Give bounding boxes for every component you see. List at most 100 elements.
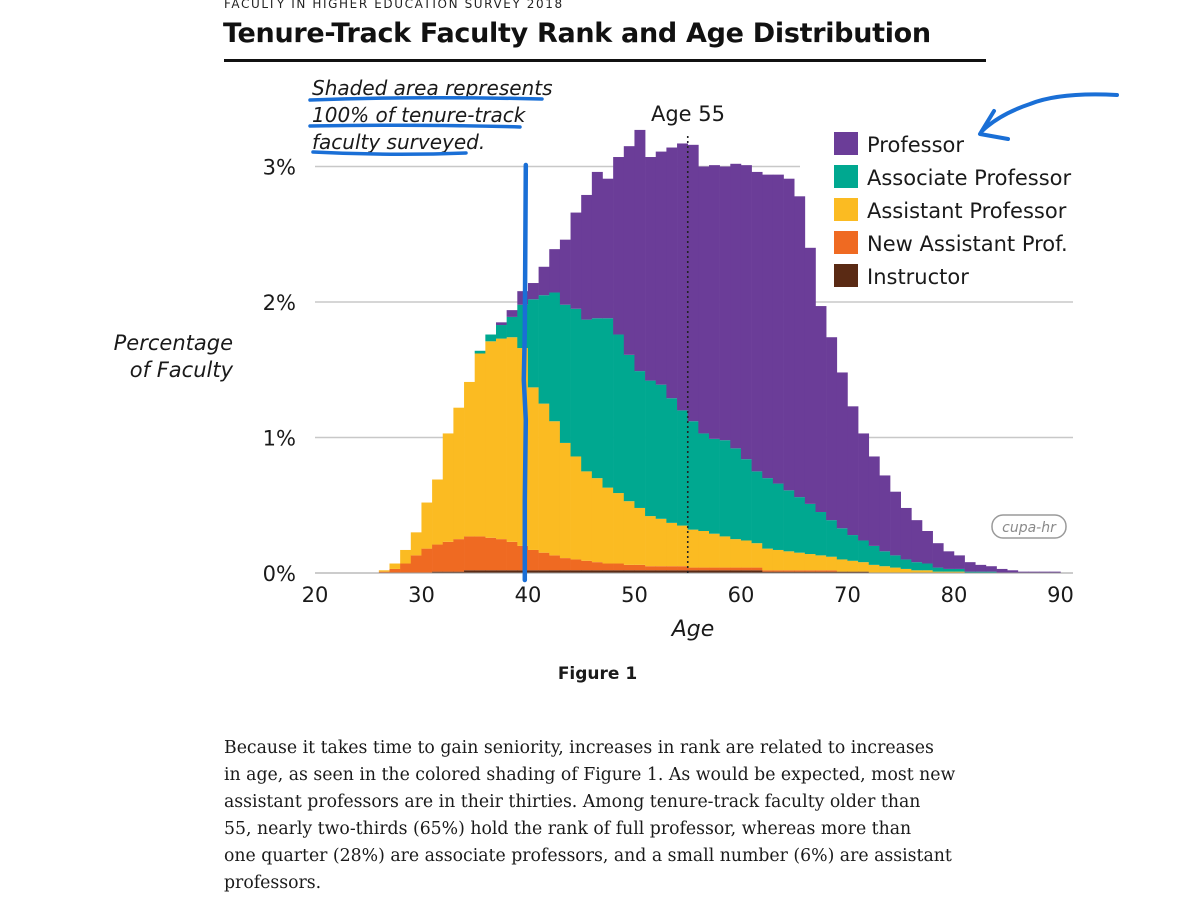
bar-segment: [506, 310, 518, 317]
bar-segment: [858, 562, 870, 572]
bar-segment: [559, 239, 571, 305]
bar-segment: [698, 433, 710, 531]
stacked-area-bars: [378, 129, 1061, 573]
legend-label: Professor: [867, 133, 964, 157]
y-axis-title: Percentage: [114, 331, 233, 355]
bar-segment: [847, 535, 859, 561]
bar-segment: [826, 520, 838, 557]
bar-segment: [485, 341, 497, 538]
bar-segment: [559, 442, 571, 559]
bar-segment: [762, 548, 774, 571]
bar-segment: [485, 334, 497, 342]
bar-segment: [389, 563, 401, 569]
bar-segment: [740, 165, 752, 460]
x-tick-label: 60: [728, 583, 755, 607]
bar-segment: [496, 322, 507, 326]
bar-segment: [623, 146, 635, 355]
bar-segment: [772, 549, 784, 571]
bar-segment: [591, 562, 603, 571]
bar-segment: [879, 551, 891, 567]
bar-segment: [730, 539, 742, 568]
bar-segment: [549, 421, 561, 556]
figure-caption: Figure 1: [557, 664, 638, 684]
bar-segment: [719, 166, 731, 441]
bar-segment: [453, 539, 465, 572]
paragraph-line: assistant professors are in their thirti…: [224, 792, 921, 812]
bar-segment: [985, 571, 997, 573]
bar-segment: [581, 319, 593, 472]
bar-segment: [655, 384, 667, 519]
bar-segment: [847, 406, 859, 536]
bar-segment: [538, 403, 550, 553]
bar-segment: [815, 555, 827, 571]
bar-segment: [666, 522, 678, 567]
bar-segment: [453, 571, 465, 573]
bar-segment: [378, 571, 390, 573]
paragraph-line: Because it takes time to gain seniority,…: [224, 738, 934, 758]
handwritten-note-line: faculty surveyed.: [312, 130, 485, 154]
bar-segment: [527, 387, 539, 550]
bar-segment: [655, 151, 667, 385]
bar-segment: [677, 143, 688, 411]
bar-segment: [826, 571, 838, 573]
bar-segment: [485, 537, 497, 571]
bar-segment: [698, 166, 710, 434]
bar-segment: [634, 129, 646, 372]
bar-segment: [964, 562, 976, 572]
bar-segment: [879, 475, 891, 552]
bar-segment: [943, 551, 955, 569]
bar-segment: [400, 563, 412, 573]
bar-segment: [645, 516, 657, 567]
bar-segment: [858, 540, 870, 563]
bar-segment: [474, 350, 486, 354]
bar-segment: [932, 571, 944, 573]
bar-segment: [623, 570, 635, 573]
bar-segment: [751, 471, 763, 544]
paragraph-line: professors.: [224, 873, 322, 893]
bar-segment: [868, 545, 880, 565]
bar-segment: [591, 318, 603, 479]
bar-segment: [464, 536, 475, 571]
bar-segment: [474, 536, 486, 571]
bar-segment: [581, 560, 593, 571]
bar-segment: [496, 325, 507, 339]
bar-segment: [655, 518, 667, 567]
survey-label: FACULTY IN HIGHER EDUCATION SURVEY 2018: [224, 0, 564, 11]
bar-segment: [410, 532, 422, 556]
bar-segment: [485, 570, 497, 573]
bar-segment: [698, 567, 710, 571]
bar-segment: [719, 536, 731, 568]
bar-segment: [432, 479, 444, 545]
bar-segment: [506, 316, 518, 338]
bar-segment: [517, 348, 529, 546]
bar-segment: [570, 570, 582, 573]
bar-segment: [709, 533, 720, 568]
bar-segment: [655, 570, 667, 573]
bar-segment: [740, 459, 752, 541]
bar-segment: [762, 478, 774, 549]
bar-segment: [687, 421, 699, 530]
y-tick-label: 1%: [263, 427, 296, 451]
bar-segment: [687, 567, 699, 571]
bar-segment: [890, 555, 901, 568]
bar-segment: [570, 559, 582, 571]
bar-segment: [687, 529, 699, 568]
bar-segment: [581, 194, 593, 320]
bar-segment: [911, 562, 923, 571]
note-underline: [311, 150, 468, 157]
note-underline: [308, 123, 522, 129]
bar-segment: [527, 299, 539, 388]
bar-segment: [740, 570, 752, 573]
bar-segment: [613, 157, 625, 335]
bar-segment: [645, 380, 657, 517]
bar-segment: [666, 566, 678, 571]
bar-segment: [772, 483, 784, 550]
cupa-hr-logo: cupa-hr: [991, 514, 1067, 539]
bar-segment: [378, 570, 390, 572]
x-tick-label: 20: [302, 583, 329, 607]
bar-segment: [527, 570, 539, 573]
bar-segment: [389, 568, 401, 573]
bar-segment: [932, 543, 944, 568]
bar-segment: [1017, 571, 1029, 573]
bar-segment: [996, 568, 1008, 573]
